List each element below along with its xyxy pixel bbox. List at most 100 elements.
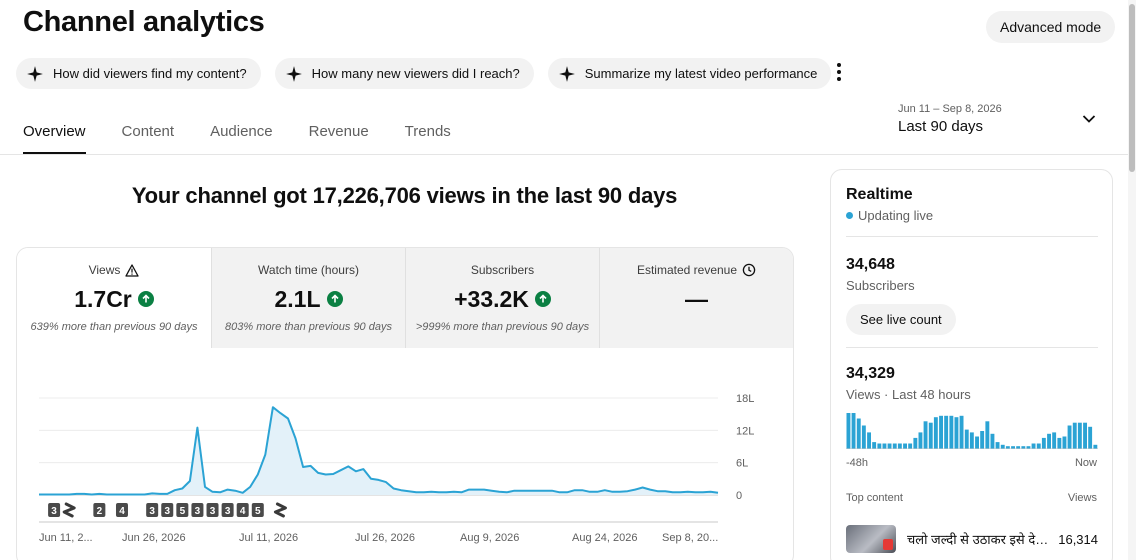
metric-subscribers[interactable]: Subscribers +33.2K >999% more than previ…	[405, 248, 599, 348]
metric-label: Views	[88, 263, 121, 277]
video-title: चलो जल्दी से उठाकर इसे देख लेते हैं	[907, 532, 1057, 547]
metric-value: 2.1L	[274, 285, 321, 312]
realtime-bar	[954, 417, 959, 449]
scroll-thumb[interactable]	[1129, 4, 1135, 172]
metric-label: Estimated revenue	[636, 263, 738, 277]
realtime-bar	[882, 443, 887, 449]
realtime-bar	[851, 413, 856, 449]
chevron-down-icon	[1082, 115, 1096, 123]
see-live-count-button[interactable]: See live count	[846, 304, 956, 335]
realtime-bar	[1036, 443, 1041, 449]
metric-note: 803% more than previous 90 days	[225, 321, 392, 333]
page-scrollbar[interactable]	[1128, 0, 1136, 560]
marker-box	[48, 503, 61, 517]
realtime-bar	[964, 429, 969, 449]
more-vert-icon[interactable]	[830, 62, 848, 82]
x-tick-label: Aug 9, 2026	[460, 532, 519, 544]
tab-trends[interactable]: Trends	[404, 123, 451, 140]
marker-box	[236, 503, 249, 517]
realtime-bar	[939, 415, 943, 449]
warning-icon	[125, 263, 140, 277]
date-range-label: Last 90 days	[898, 118, 984, 135]
overview-card: Views 1.7Cr 639% more than previous 90 d…	[16, 247, 794, 560]
metric-note: 639% more than previous 90 days	[30, 321, 198, 333]
realtime-bar	[846, 413, 851, 449]
advanced-mode-button[interactable]: Advanced mode	[986, 11, 1116, 43]
suggestion-label: Summarize my latest video performance	[584, 66, 818, 81]
realtime-bar	[990, 433, 995, 449]
arrow-up-icon	[326, 291, 343, 307]
video-views: 16,314	[1058, 532, 1098, 547]
realtime-bar	[985, 421, 990, 449]
tab-audience[interactable]: Audience	[210, 123, 273, 140]
upload-marker: 3	[48, 503, 61, 517]
suggestion-chip[interactable]: Summarize my latest video performance	[547, 58, 832, 89]
realtime-bar	[975, 436, 979, 449]
y-tick-label: 18L	[736, 393, 754, 405]
realtime-bar	[1077, 422, 1082, 449]
realtime-bar	[1088, 426, 1093, 449]
marker-box	[191, 503, 204, 517]
tab-content[interactable]: Content	[121, 123, 175, 140]
realtime-bar	[1062, 436, 1067, 449]
upload-marker: 2	[93, 503, 106, 517]
realtime-bar	[1057, 437, 1062, 449]
top-content-item[interactable]: चलो जल्दी से उठाकर इसे देख लेते हैं 16,3…	[846, 525, 1098, 555]
upload-marker: 3	[161, 503, 174, 517]
realtime-bar	[872, 442, 877, 449]
realtime-bar	[1093, 444, 1098, 449]
metric-value: 1.7Cr	[74, 285, 132, 312]
realtime-bar	[959, 415, 964, 449]
realtime-bar	[949, 415, 954, 449]
realtime-bar	[933, 417, 938, 449]
mini-axis-start: -48h	[846, 457, 869, 469]
realtime-bar-chart[interactable]	[846, 413, 1098, 449]
sparkle-icon	[558, 65, 575, 82]
date-range-dates: Jun 11 – Sep 8, 2026	[898, 103, 1002, 115]
tab-revenue[interactable]: Revenue	[308, 123, 369, 140]
marker-box	[115, 503, 128, 517]
suggestion-chips: How did viewers find my content? How man…	[16, 58, 832, 89]
realtime-card: Realtime Updating live 34,648 Subscriber…	[830, 169, 1113, 560]
upload-marker: 5	[251, 503, 264, 517]
suggestion-chip[interactable]: How did viewers find my content?	[16, 58, 261, 89]
x-tick-label: Jul 11, 2026	[239, 532, 298, 544]
realtime-bar	[897, 443, 902, 449]
metric-watch-time[interactable]: Watch time (hours) 2.1L 803% more than p…	[211, 248, 405, 348]
metric-value: +33.2K	[454, 285, 529, 312]
shorts-badge-icon	[883, 539, 893, 550]
divider	[846, 347, 1098, 348]
metric-revenue[interactable]: Estimated revenue —	[599, 248, 793, 348]
tab-overview[interactable]: Overview	[23, 110, 86, 154]
realtime-bar	[892, 443, 897, 449]
upload-marker: 4	[115, 503, 128, 517]
y-tick-label: 0	[736, 490, 742, 502]
clock-icon	[742, 263, 756, 277]
views-headline: Your channel got 17,226,706 views in the…	[131, 183, 678, 208]
arrow-up-icon	[137, 291, 154, 307]
upload-marker: 4	[236, 503, 249, 517]
realtime-bar	[980, 431, 985, 449]
realtime-bar	[1067, 425, 1072, 449]
suggestion-label: How did viewers find my content?	[53, 66, 247, 81]
realtime-bar	[1052, 432, 1057, 449]
realtime-bar	[1005, 446, 1010, 449]
suggestion-chip[interactable]: How many new viewers did I reach?	[274, 58, 534, 89]
realtime-bar	[944, 415, 949, 449]
x-tick-label: Sep 8, 20...	[662, 532, 718, 544]
realtime-bar	[1000, 444, 1005, 449]
realtime-bar	[1031, 443, 1036, 449]
metric-views[interactable]: Views 1.7Cr 639% more than previous 90 d…	[17, 248, 211, 348]
video-thumbnail	[846, 525, 896, 553]
date-range-picker[interactable]: Jun 11 – Sep 8, 2026 Last 90 days	[898, 103, 1108, 143]
sparkle-icon	[285, 65, 302, 82]
metric-note: >999% more than previous 90 days	[415, 321, 590, 333]
marker-box	[206, 503, 219, 517]
realtime-bar	[908, 443, 913, 449]
realtime-title: Realtime	[846, 186, 913, 203]
top-content-views-label: Views	[1067, 492, 1097, 504]
marker-count: 3	[210, 506, 216, 517]
x-tick-label: Jun 11, 2...	[39, 532, 93, 544]
realtime-status-text: Updating live	[858, 208, 934, 223]
